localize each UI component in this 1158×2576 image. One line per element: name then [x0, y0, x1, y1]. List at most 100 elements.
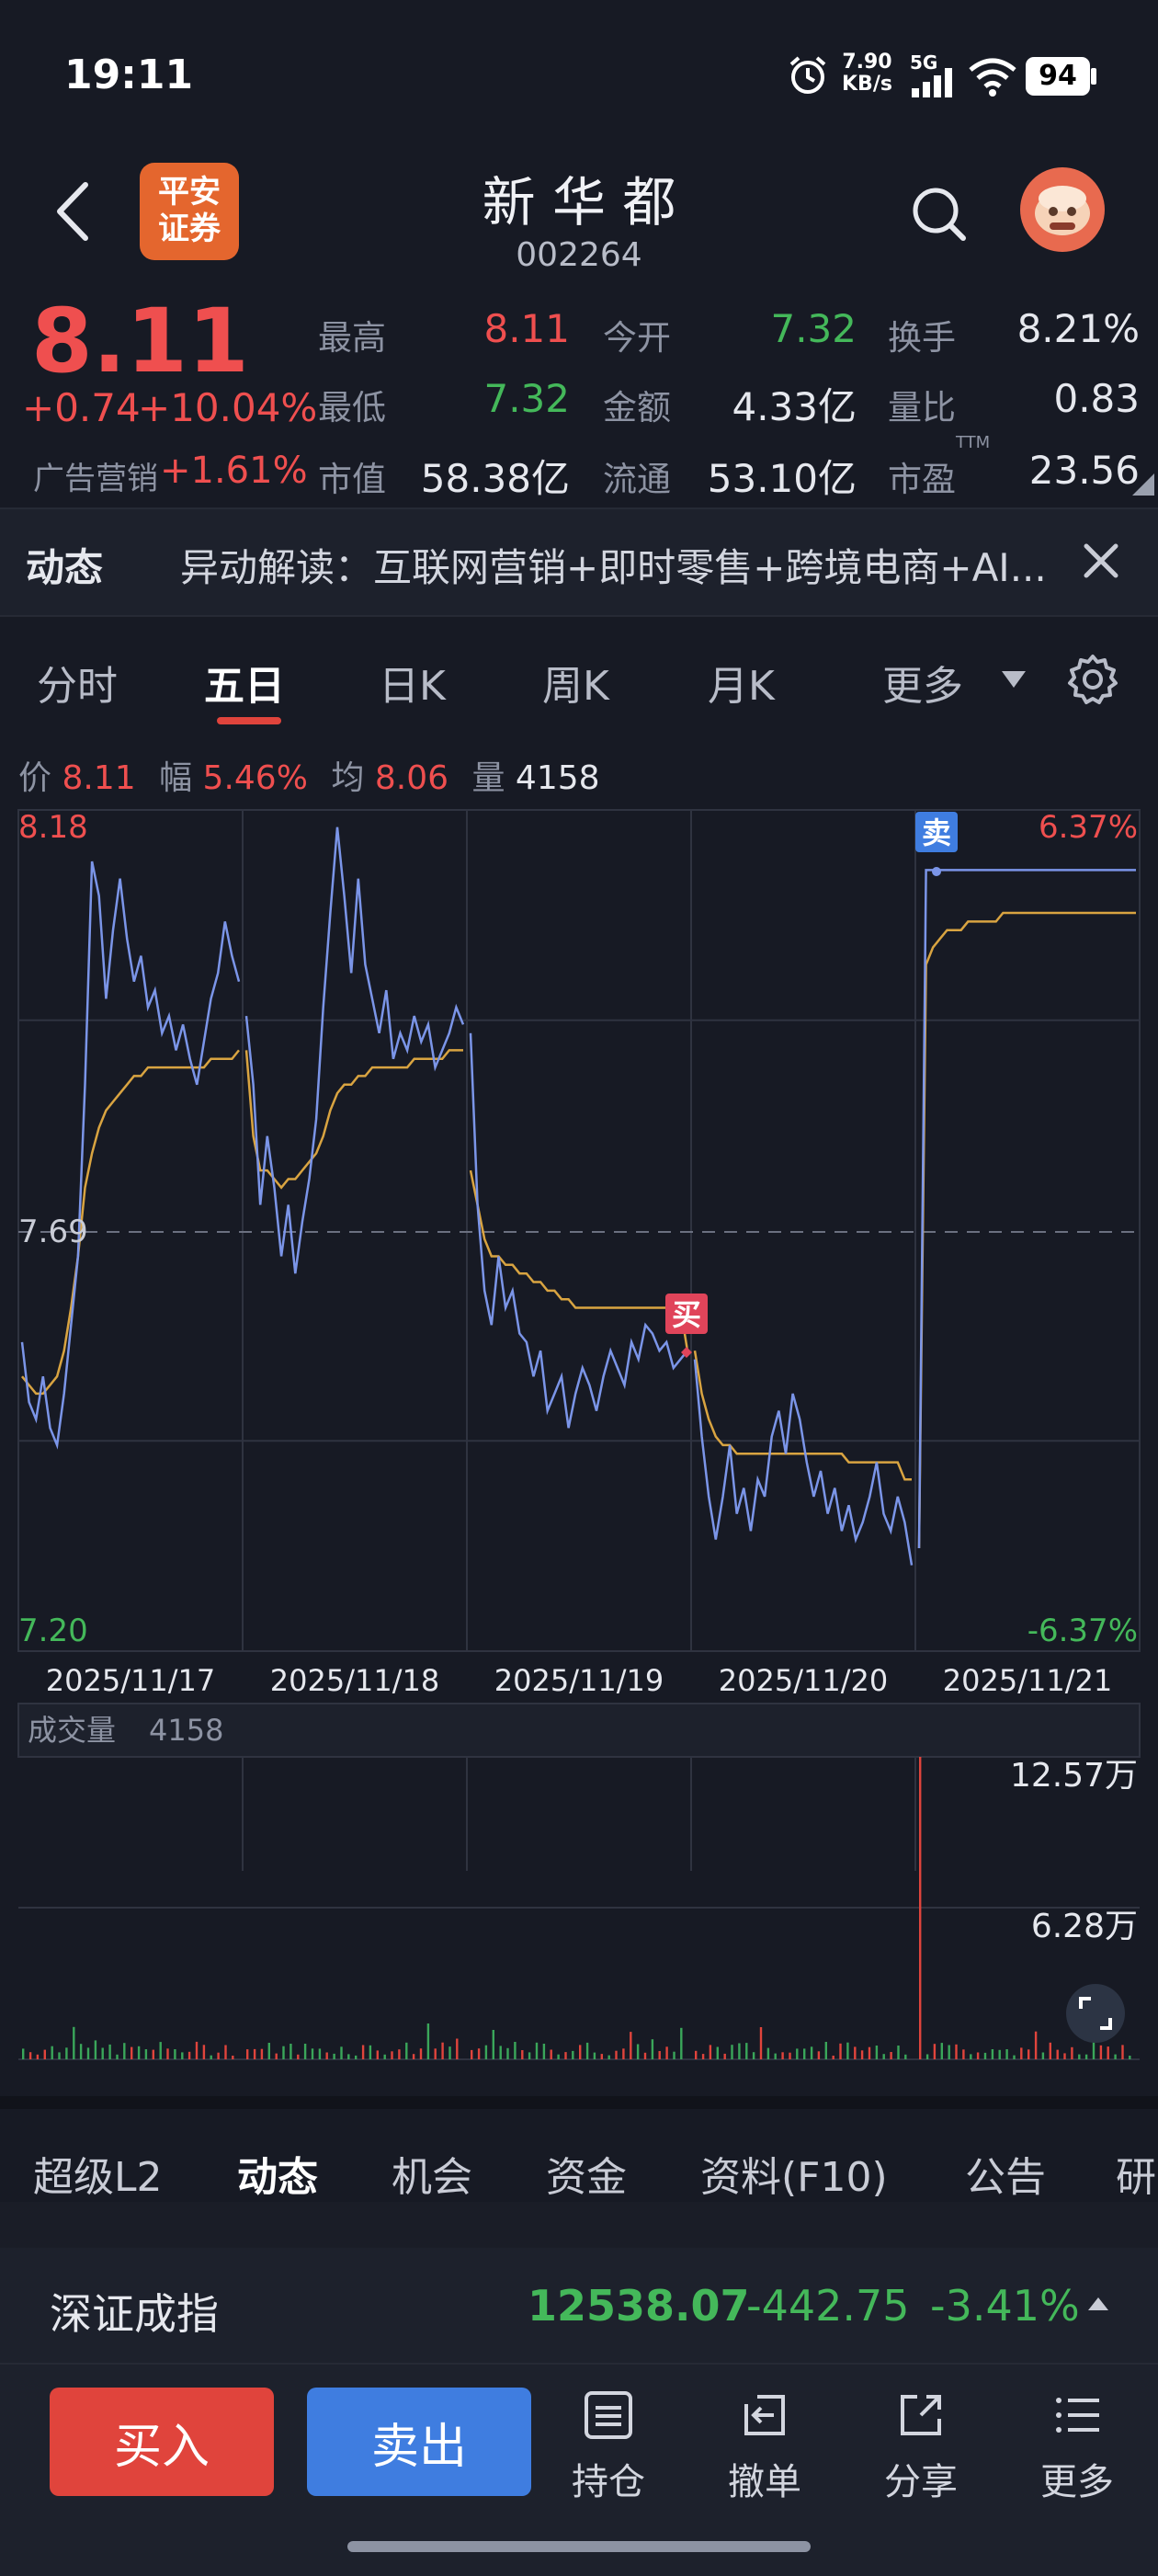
- positions-button[interactable]: 持仓: [553, 2388, 664, 2505]
- volume-bar: [28, 2052, 32, 2059]
- volume-grid: [18, 1757, 1140, 2060]
- tab-research[interactable]: 研: [1116, 2154, 1156, 2201]
- volume-bar: [817, 2051, 821, 2059]
- share-button[interactable]: 分享: [866, 2388, 976, 2505]
- price-line-day-2: [244, 826, 465, 1274]
- volume-bar: [550, 2049, 552, 2059]
- volume-bar: [456, 2038, 459, 2059]
- cancel-order-icon: [744, 2395, 785, 2435]
- more-button[interactable]: 更多: [1022, 2388, 1132, 2505]
- fullscreen-icon: [1079, 1997, 1112, 2030]
- volume-bar: [1020, 2047, 1023, 2059]
- low-value: 7.32: [483, 376, 570, 421]
- tab-weekly-k[interactable]: 周K: [542, 663, 609, 710]
- index-change-pct: -3.41%: [930, 2281, 1080, 2331]
- tab-f10[interactable]: 资料(F10): [700, 2154, 888, 2201]
- amount-value: 4.33亿: [732, 384, 857, 429]
- volume-bar: [86, 2047, 90, 2059]
- index-bar[interactable]: 深证成指 12538.07 -442.75 -3.41%: [0, 2248, 1158, 2363]
- date-label: 2025/11/17: [46, 1663, 215, 1698]
- market-cap-value: 58.38亿: [420, 456, 570, 501]
- volume-bar: [484, 2045, 488, 2059]
- chevron-up-icon[interactable]: [1086, 2294, 1110, 2312]
- trade-action-bar: 买入 卖出 持仓 撤单 分享 更多: [0, 2363, 1158, 2576]
- index-change: -442.75: [746, 2281, 910, 2331]
- cancel-order-button[interactable]: 撤单: [710, 2388, 820, 2505]
- date-axis: 2025/11/17 2025/11/18 2025/11/19 2025/11/20…: [46, 1663, 1112, 1698]
- search-icon[interactable]: [910, 185, 969, 244]
- info-vol: 4158: [515, 759, 600, 797]
- volume-bar: [58, 2052, 61, 2059]
- sell-marker[interactable]: [915, 812, 958, 852]
- buy-marker[interactable]: [665, 1294, 708, 1334]
- volume-bar: [579, 2045, 582, 2059]
- stock-name: 新 华 都: [482, 171, 676, 234]
- volume-bar: [919, 1757, 922, 2059]
- volume-bar: [202, 2045, 206, 2059]
- stock-header: 平安 证券 新 华 都 002264: [0, 152, 1158, 290]
- menu-icon: [1056, 2398, 1099, 2433]
- price-change-pct: +10.04%: [138, 385, 318, 430]
- tab-announcements[interactable]: 公告: [965, 2154, 1046, 2201]
- volume-bar: [709, 2045, 712, 2059]
- volume-bar: [1005, 2049, 1008, 2059]
- tab-more[interactable]: 更多: [882, 663, 963, 710]
- volume-bar: [246, 2049, 249, 2059]
- volume-bar: [383, 2054, 386, 2059]
- volume-bar: [983, 2052, 987, 2059]
- wifi-icon: [969, 58, 1016, 97]
- tab-news[interactable]: 动态: [237, 2154, 318, 2201]
- close-icon[interactable]: [1081, 541, 1121, 581]
- pe-value: 23.56: [1028, 448, 1140, 493]
- tab-intraday[interactable]: 分时: [37, 663, 118, 710]
- price-panel-frame: [17, 809, 1141, 1652]
- gear-icon[interactable]: [1066, 653, 1119, 706]
- volume-bar: [796, 2048, 799, 2059]
- volume-bar: [738, 2043, 741, 2059]
- index-name: 深证成指: [50, 2289, 219, 2339]
- sector-name[interactable]: 广告营销: [33, 461, 158, 497]
- assistant-avatar-icon[interactable]: [1018, 165, 1107, 254]
- tab-super-l2[interactable]: 超级L2: [33, 2154, 163, 2201]
- volume-bar: [970, 2054, 972, 2059]
- volume-bar: [144, 2049, 148, 2059]
- volume-bar: [1071, 2046, 1073, 2059]
- chart-canvas[interactable]: 8.18 7.69 7.20 6.37% -6.37% 卖 买 2025/11/…: [0, 731, 1158, 2101]
- volume-bar: [108, 2044, 111, 2059]
- news-ticker[interactable]: 动态 异动解读：互联网营销+即时零售+跨境电商+AI...: [0, 507, 1158, 617]
- volume-ratio-label: 量比: [888, 388, 956, 427]
- tab-opportunity[interactable]: 机会: [392, 2154, 472, 2201]
- volume-bar: [43, 2049, 46, 2059]
- volume-bar: [369, 2045, 372, 2059]
- battery-tip: [1091, 68, 1096, 85]
- tab-daily-k[interactable]: 日K: [379, 663, 446, 710]
- volume-bar: [51, 2046, 53, 2059]
- volume-bar: [94, 2040, 97, 2059]
- tab-funds[interactable]: 资金: [546, 2154, 627, 2201]
- volume-bar: [701, 2054, 705, 2059]
- expand-corner-icon[interactable]: [1132, 473, 1154, 496]
- positions-icon: [585, 2391, 632, 2439]
- volume-bar: [514, 2042, 517, 2059]
- news-text[interactable]: 异动解读：互联网营销+即时零售+跨境电商+AI...: [180, 545, 1047, 590]
- open-label: 今开: [603, 318, 671, 358]
- volume-bar: [101, 2047, 104, 2059]
- net-speed: 7.90 KB/s: [842, 51, 892, 96]
- volume-bar: [22, 2048, 25, 2059]
- volume-bar: [116, 2054, 119, 2059]
- tab-five-day[interactable]: 五日: [204, 663, 285, 710]
- tab-monthly-k[interactable]: 月K: [708, 663, 775, 710]
- broker-logo[interactable]: 平安 证券: [140, 163, 239, 260]
- back-arrow-icon[interactable]: [51, 179, 96, 244]
- five-day-chart[interactable]: 价 8.11 幅 5.46% 均 8.06 量 4158 8.18 7.69 7…: [0, 731, 1158, 2101]
- volume-bar: [376, 2050, 379, 2059]
- fullscreen-button[interactable]: [1066, 1984, 1125, 2043]
- volume-bar: [1056, 2049, 1059, 2059]
- buy-button[interactable]: 买入: [50, 2388, 274, 2496]
- volume-bar: [355, 2055, 358, 2059]
- volume-bar: [955, 2044, 958, 2059]
- info-vol-label: 量: [471, 759, 505, 797]
- sell-button[interactable]: 卖出: [307, 2388, 531, 2496]
- chevron-down-icon[interactable]: [1000, 669, 1027, 690]
- volume-bar: [159, 2042, 162, 2059]
